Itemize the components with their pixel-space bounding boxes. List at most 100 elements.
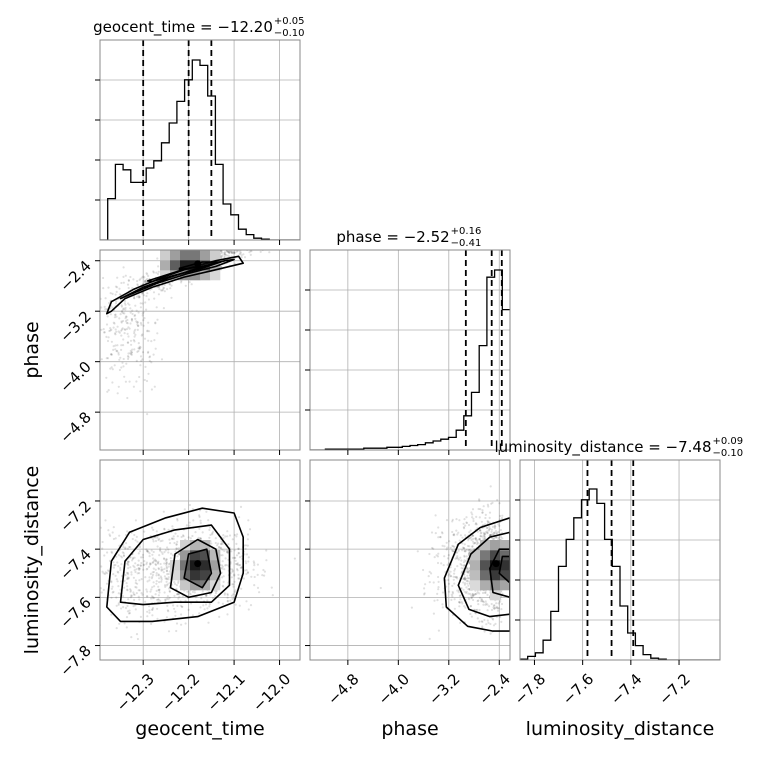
scatter-point xyxy=(188,503,191,507)
scatter-point xyxy=(109,367,112,370)
scatter-point xyxy=(128,380,131,383)
scatter-point xyxy=(223,251,226,254)
scatter-point xyxy=(165,569,168,572)
scatter-point xyxy=(149,563,152,566)
scatter-point xyxy=(147,321,150,324)
scatter-point xyxy=(173,594,176,598)
scatter-point xyxy=(127,560,130,563)
scatter-point xyxy=(478,516,481,519)
scatter-point xyxy=(480,531,483,534)
scatter-point xyxy=(458,601,461,604)
density-cell xyxy=(500,580,510,591)
scatter-point xyxy=(240,254,243,257)
scatter-point xyxy=(122,606,125,609)
scatter-point xyxy=(451,590,454,594)
panel-frame-1-1 xyxy=(309,249,511,451)
scatter-point xyxy=(205,594,208,597)
scatter-point xyxy=(124,328,127,331)
scatter-point xyxy=(453,582,456,585)
scatter-point xyxy=(463,554,466,557)
scatter-point xyxy=(246,571,250,575)
scatter-point xyxy=(184,622,187,625)
scatter-point xyxy=(105,323,109,326)
scatter-point xyxy=(162,557,166,560)
scatter-point xyxy=(133,330,136,333)
scatter-point xyxy=(214,590,217,593)
scatter-point xyxy=(138,589,141,592)
scatter-point xyxy=(256,586,260,590)
scatter-point xyxy=(117,602,120,605)
scatter-point xyxy=(118,622,121,625)
scatter-point xyxy=(453,545,456,549)
scatter-point xyxy=(136,323,139,326)
scatter-point xyxy=(165,558,168,561)
scatter-point xyxy=(134,304,137,307)
scatter-point xyxy=(176,604,179,608)
density-cell xyxy=(500,570,510,581)
scatter-point xyxy=(156,562,160,565)
scatter-point xyxy=(127,326,130,329)
scatter-point xyxy=(130,573,133,576)
scatter-point xyxy=(157,538,160,542)
scatter-point xyxy=(481,600,484,603)
scatter-point xyxy=(447,578,450,582)
scatter-point xyxy=(484,537,487,541)
scatter-point xyxy=(172,535,175,538)
scatter-point xyxy=(118,368,121,372)
scatter-point xyxy=(134,579,137,582)
scatter-point xyxy=(463,590,466,593)
scatter-point xyxy=(486,526,489,530)
scatter-point xyxy=(118,317,121,320)
scatter-point xyxy=(101,570,104,573)
density-cell xyxy=(210,550,221,561)
scatter-point xyxy=(124,573,127,577)
scatter-point xyxy=(165,584,168,587)
scatter-point xyxy=(141,333,144,336)
scatter-point xyxy=(165,566,168,569)
scatter-point xyxy=(147,298,150,301)
scatter-point xyxy=(491,532,494,536)
scatter-point xyxy=(222,575,225,578)
scatter-point xyxy=(110,353,113,356)
scatter-point xyxy=(263,570,266,573)
scatter-point xyxy=(460,600,463,604)
scatter-point xyxy=(437,588,440,591)
scatter-point xyxy=(462,522,465,525)
scatter-point xyxy=(231,583,234,586)
scatter-point xyxy=(486,619,489,622)
scatter-point xyxy=(132,385,135,388)
scatter-point xyxy=(101,547,104,550)
scatter-point xyxy=(140,592,143,595)
scatter-point xyxy=(462,577,465,581)
scatter-point xyxy=(154,593,157,596)
scatter-point xyxy=(467,584,470,587)
scatter-point xyxy=(231,569,234,572)
scatter-point xyxy=(221,254,224,257)
scatter-point xyxy=(488,528,491,531)
scatter-point xyxy=(167,610,170,613)
scatter-point xyxy=(150,622,153,626)
scatter-point xyxy=(470,511,473,514)
scatter-point xyxy=(484,533,487,536)
scatter-point xyxy=(162,286,165,289)
scatter-point xyxy=(136,637,139,641)
scatter-point xyxy=(115,290,118,293)
scatter-point xyxy=(226,250,229,253)
scatter-point xyxy=(156,536,159,539)
scatter-point xyxy=(459,534,462,537)
scatter-point xyxy=(453,598,456,601)
scatter-point xyxy=(143,530,146,533)
scatter-point xyxy=(125,315,128,318)
scatter-point xyxy=(129,596,132,599)
scatter-point xyxy=(120,348,123,351)
scatter-point xyxy=(114,285,118,288)
scatter-point xyxy=(462,581,465,584)
scatter-point xyxy=(180,281,183,284)
scatter-point xyxy=(233,250,236,253)
scatter-point xyxy=(101,540,104,544)
scatter-point xyxy=(486,593,489,597)
scatter-point xyxy=(158,591,161,594)
scatter-point xyxy=(133,314,137,317)
scatter-point xyxy=(249,253,252,256)
scatter-point xyxy=(160,358,164,361)
